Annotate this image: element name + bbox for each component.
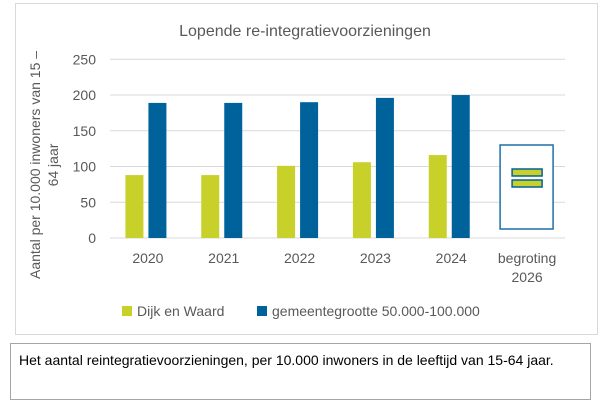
bar-gemeentegrootte-50-000-100-000-2020 (148, 102, 167, 238)
legend-swatch (122, 306, 132, 316)
legend-swatch (257, 306, 267, 316)
x-tick-label: 2024 (436, 250, 467, 266)
bar-gemeentegrootte-50-000-100-000-2022 (300, 102, 319, 238)
legend-label: gemeentegrootte 50.000-100.000 (272, 303, 480, 319)
x-tick-label: 2021 (208, 250, 239, 266)
x-tick-label: 2023 (360, 250, 391, 266)
bar-gemeentegrootte-50-000-100-000-2024 (451, 95, 470, 238)
chart-frame (15, 3, 598, 335)
y-tick-label: 50 (80, 194, 96, 210)
bar-gemeentegrootte-50-000-100-000-2021 (224, 102, 243, 238)
y-tick-label: 0 (88, 230, 96, 246)
equals-icon-bottom-bar (511, 179, 543, 188)
y-tick-label: 150 (73, 123, 97, 139)
bar-dijk-en-waard-2023 (352, 162, 371, 238)
legend-label: Dijk en Waard (137, 303, 224, 319)
chart-title: Lopende re-integratievoorzieningen (179, 23, 431, 40)
x-tick-label: 2026 (512, 269, 543, 285)
bar-dijk-en-waard-2024 (428, 155, 447, 238)
bar-dijk-en-waard-2022 (277, 165, 296, 238)
x-tick-label: 2022 (284, 250, 315, 266)
bar-dijk-en-waard-2021 (201, 175, 220, 238)
y-tick-label: 100 (73, 159, 97, 175)
bar-gemeentegrootte-50-000-100-000-2023 (375, 97, 394, 238)
y-axis-label: Aantal per 10.000 inwoners van 15 –64 ja… (27, 51, 61, 279)
x-tick-label: begroting (498, 250, 556, 266)
y-tick-label: 200 (73, 87, 97, 103)
equals-icon-top-bar (511, 168, 543, 177)
bar-chart: Lopende re-integratievoorzieningen 0 50 100… (27, 23, 565, 319)
y-tick-label: 250 (73, 51, 97, 67)
chart-caption: Het aantal reintegratievoorzieningen, pe… (10, 343, 591, 400)
bar-dijk-en-waard-2020 (125, 175, 144, 238)
x-tick-label: 2020 (132, 250, 163, 266)
